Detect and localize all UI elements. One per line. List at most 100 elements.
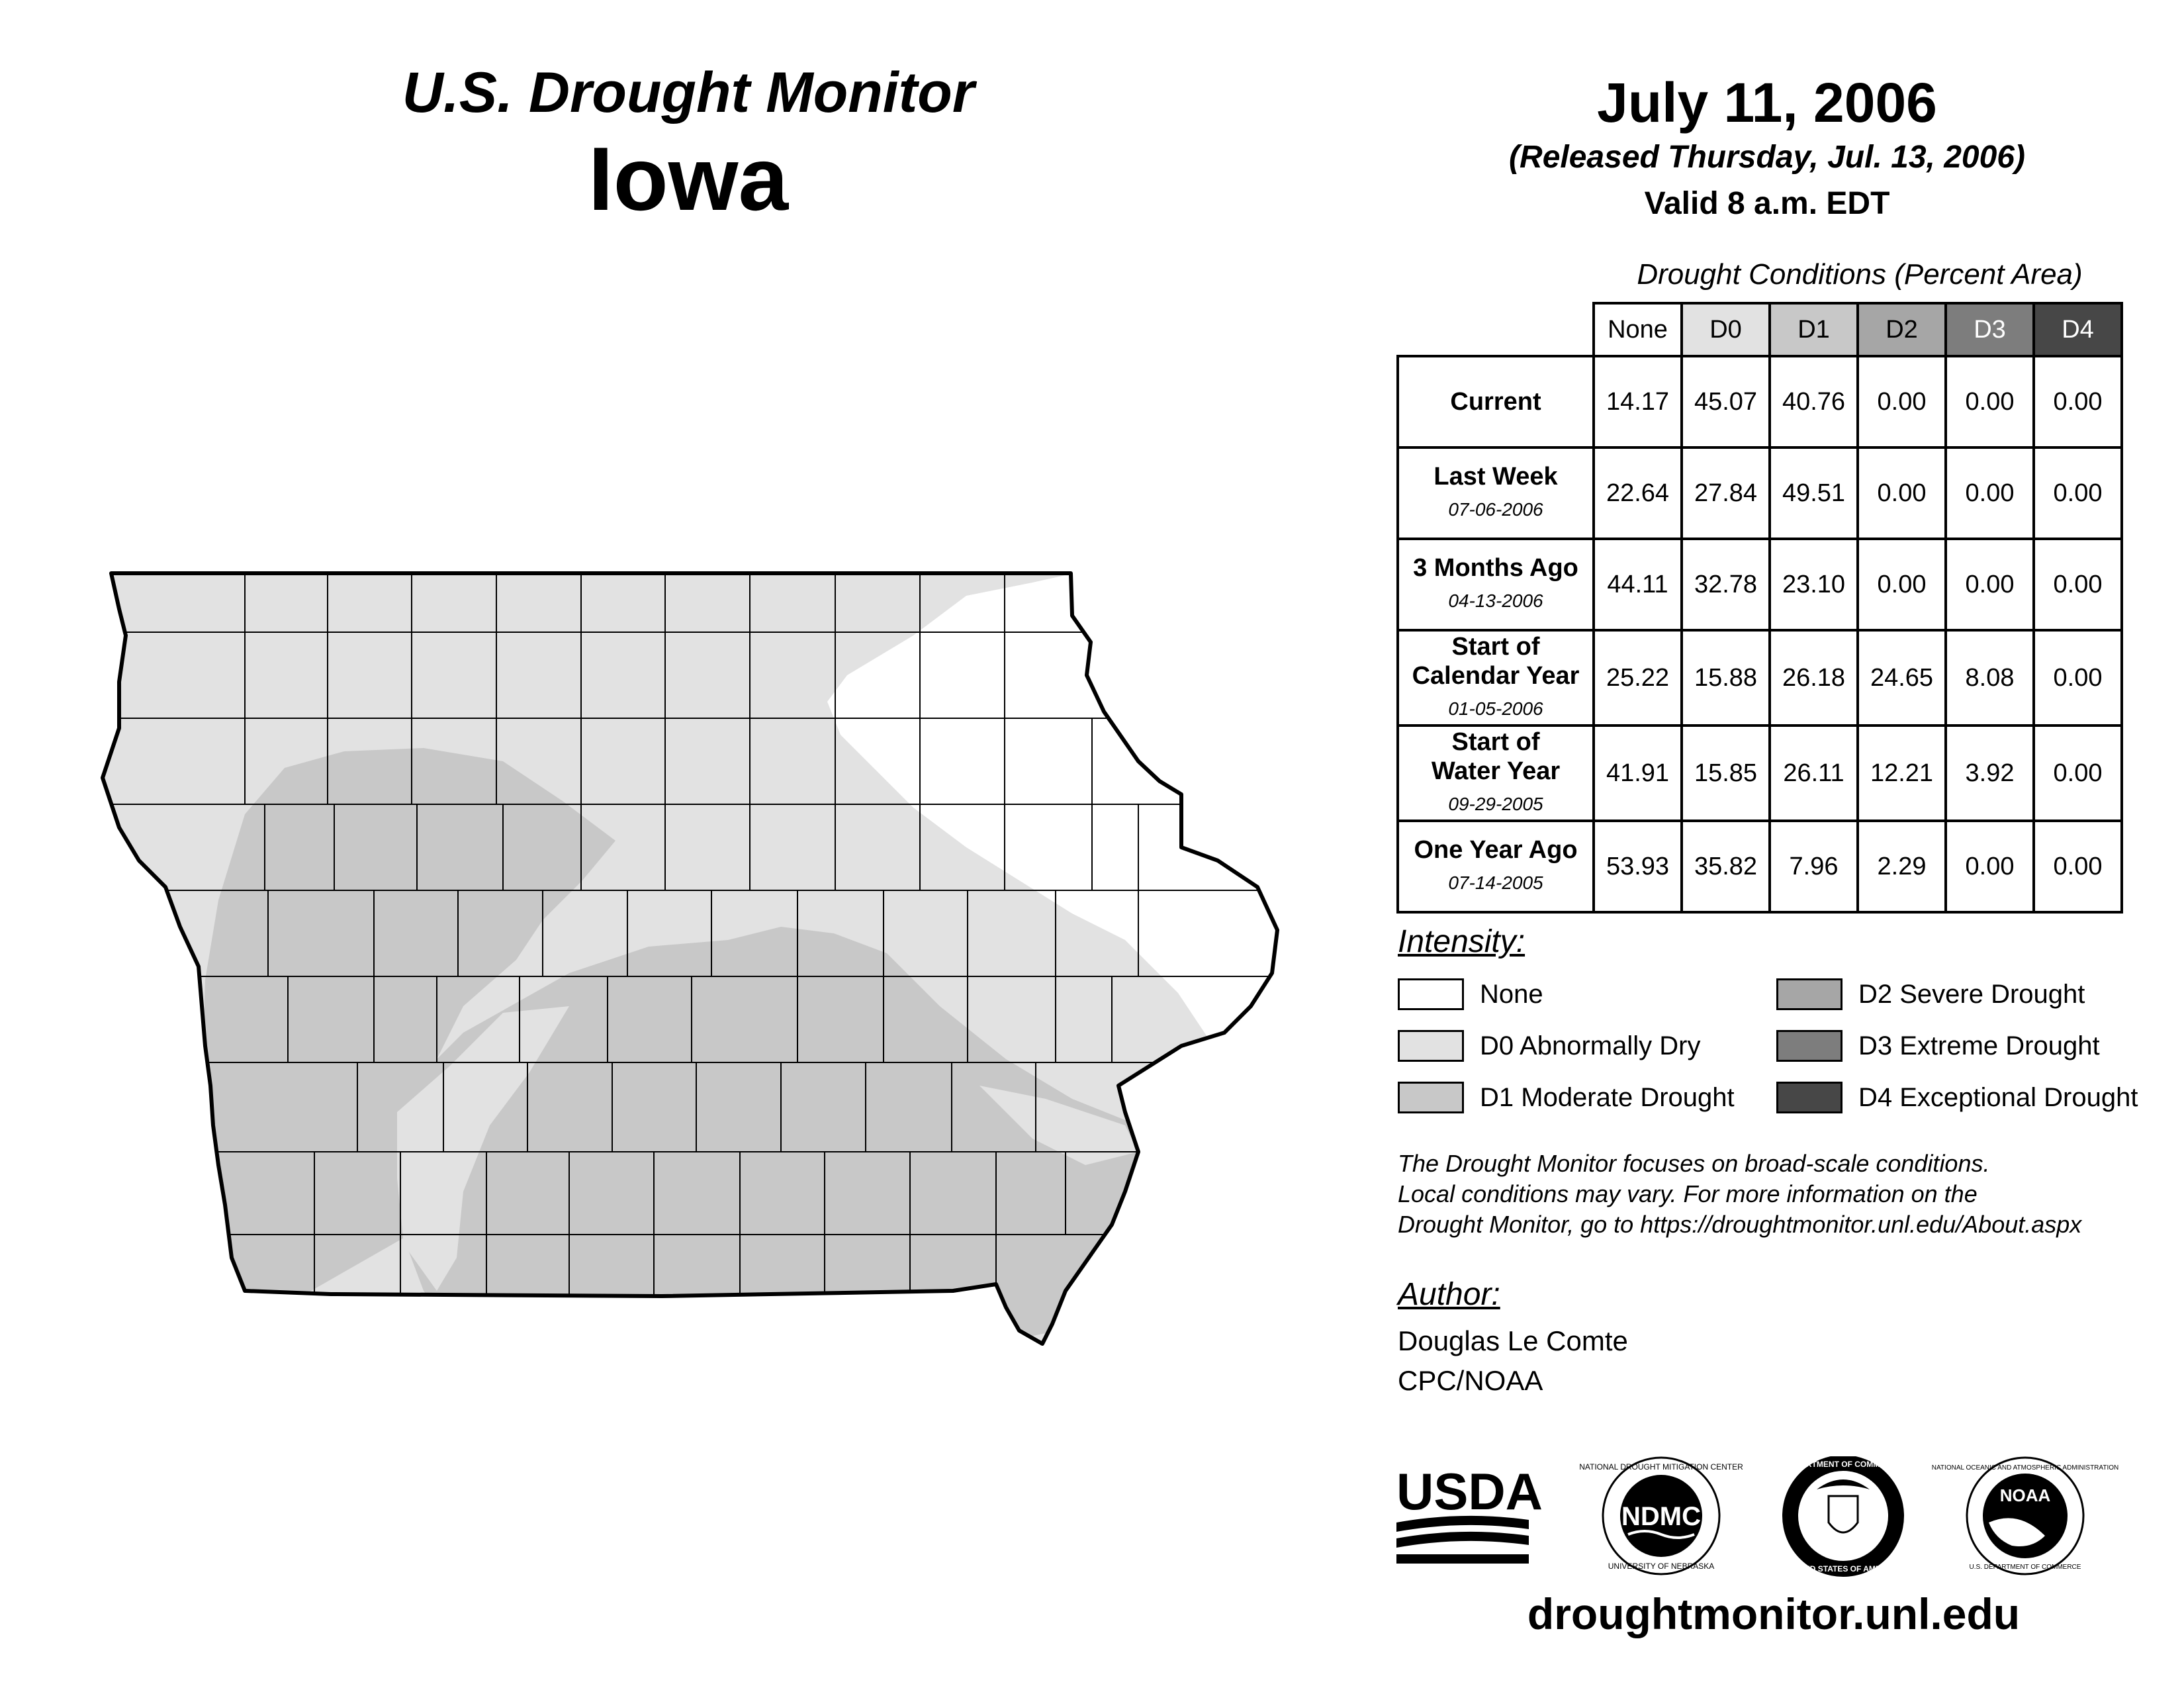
note-line: Local conditions may vary. For more info… (1398, 1180, 1978, 1207)
table-cell: 0.00 (1944, 355, 2035, 449)
legend-item-d2: D2 Severe Drought (1776, 976, 2085, 1013)
table-cell: 14.17 (1592, 355, 1683, 449)
doc-ring-bottom: UNITED STATES OF AMERICA (1786, 1564, 1901, 1573)
legend-item-d3: D3 Extreme Drought (1776, 1027, 2100, 1064)
table-cell: 0.00 (1856, 355, 1947, 449)
table-cell: 0.00 (1944, 820, 2035, 914)
table-cell: 0.00 (1856, 538, 1947, 632)
row-label: Start of Water Year 09-29-2005 (1396, 724, 1595, 822)
note-line: Drought Monitor, go to https://droughtmo… (1398, 1211, 2082, 1238)
table-cell: 7.96 (1768, 820, 1859, 914)
table-cell: 0.00 (1944, 538, 2035, 632)
table-cell: 15.85 (1680, 724, 1771, 822)
table-cell: 45.07 (1680, 355, 1771, 449)
row-label-text: Water Year (1431, 757, 1561, 785)
table-cell: 53.93 (1592, 820, 1683, 914)
legend-item-none: None (1398, 976, 1543, 1013)
table-cell: 0.00 (2032, 355, 2123, 449)
table-cell: 0.00 (2032, 724, 2123, 822)
ndmc-ring-top: NATIONAL DROUGHT MITIGATION CENTER (1579, 1462, 1743, 1472)
table-cell: 26.18 (1768, 629, 1859, 727)
row-label: Start of Calendar Year 01-05-2006 (1396, 629, 1595, 727)
legend-swatch (1776, 978, 1843, 1010)
table-cell: 35.82 (1680, 820, 1771, 914)
map-title-block: U.S. Drought Monitor Iowa (371, 60, 1006, 232)
table-cell: 15.88 (1680, 629, 1771, 727)
table-cell: 0.00 (1944, 446, 2035, 540)
row-label-text: Start of (1451, 728, 1540, 756)
row-label-text: Start of (1451, 633, 1540, 661)
table-cell: 24.65 (1856, 629, 1947, 727)
column-header: D3 (1944, 302, 2035, 357)
release-date: (Released Thursday, Jul. 13, 2006) (1509, 140, 2025, 175)
table-cell: 32.78 (1680, 538, 1771, 632)
column-header: D0 (1680, 302, 1771, 357)
legend-item-d0: D0 Abnormally Dry (1398, 1027, 1700, 1064)
table-cell: 0.00 (2032, 446, 2123, 540)
row-label-text: Current (1450, 388, 1541, 416)
legend-swatch (1776, 1082, 1843, 1113)
row-label-text: One Year Ago (1414, 836, 1578, 864)
noaa-ring-top: NATIONAL OCEANIC AND ATMOSPHERIC ADMINIS… (1932, 1464, 2118, 1472)
legend-label: D3 Extreme Drought (1858, 1031, 2100, 1060)
author-title: Author: (1398, 1277, 1500, 1312)
footer-url[interactable]: droughtmonitor.unl.edu (1527, 1589, 2021, 1638)
usda-logo-text: USDA (1396, 1462, 1543, 1521)
row-date: 07-06-2006 (1448, 499, 1543, 520)
agency-logos: USDA NDMC NATIONAL DROUGHT MITIGATION CE… (1396, 1456, 2118, 1577)
row-label: 3 Months Ago 04-13-2006 (1396, 538, 1595, 632)
column-header: D1 (1768, 302, 1859, 357)
d0-area-southeast (979, 1086, 1138, 1165)
legend-label: D1 Moderate Drought (1480, 1082, 1735, 1112)
table-cell: 12.21 (1856, 724, 1947, 822)
row-label: One Year Ago 07-14-2005 (1396, 820, 1595, 914)
row-date: 04-13-2006 (1448, 590, 1543, 611)
note-line: The Drought Monitor focuses on broad-sca… (1398, 1150, 1990, 1177)
table-row: One Year Ago 07-14-2005 53.93 35.82 7.96… (1396, 820, 2123, 914)
table-cell: 25.22 (1592, 629, 1683, 727)
column-header: None (1592, 302, 1683, 357)
table-cell: 23.10 (1768, 538, 1859, 632)
map-date: July 11, 2006 (1597, 71, 1937, 134)
drought-conditions-table: None D0 D1 D2 D3 D4 Current 14.17 45.07 … (1396, 302, 2123, 914)
table-cell: 8.08 (1944, 629, 2035, 727)
iowa-state-outline (101, 571, 1279, 1346)
table-row: Start of Calendar Year 01-05-2006 25.22 … (1396, 629, 2123, 727)
ndmc-logo-text: NDMC (1621, 1502, 1701, 1531)
d0-area-southwest (397, 1006, 569, 1291)
table-cell: 22.64 (1592, 446, 1683, 540)
usda-logo: USDA (1396, 1462, 1543, 1564)
ndmc-ring-bottom: UNIVERSITY OF NEBRASKA (1608, 1562, 1714, 1571)
map-subtitle: U.S. Drought Monitor (402, 61, 975, 124)
table-row: Start of Water Year 09-29-2005 41.91 15.… (1396, 724, 2123, 822)
row-date: 09-29-2005 (1448, 794, 1543, 814)
table-cell: 2.29 (1856, 820, 1947, 914)
table-cell: 3.92 (1944, 724, 2035, 822)
column-header: D4 (2032, 302, 2123, 357)
legend-label: D0 Abnormally Dry (1480, 1031, 1701, 1060)
disclaimer-note: The Drought Monitor focuses on broad-sca… (1398, 1149, 2179, 1240)
legend-label: None (1480, 979, 1543, 1009)
table-row: Current 14.17 45.07 40.76 0.00 0.00 0.00 (1396, 355, 2123, 449)
noaa-logo-text: NOAA (2000, 1485, 2051, 1505)
table-cell: 0.00 (2032, 629, 2123, 727)
table-cell: 40.76 (1768, 355, 1859, 449)
doc-ring-top: DEPARTMENT OF COMMERCE (1784, 1460, 1901, 1469)
table-caption: Drought Conditions (Percent Area) (1637, 258, 2083, 291)
legend-item-d1: D1 Moderate Drought (1398, 1079, 1735, 1116)
legend-swatch (1398, 1082, 1464, 1113)
noaa-logo: NOAA NATIONAL OCEANIC AND ATMOSPHERIC AD… (1932, 1456, 2118, 1575)
legend-swatch (1776, 1030, 1843, 1062)
table-corner (1398, 303, 1595, 357)
row-date: 07-14-2005 (1448, 872, 1543, 893)
author-name: Douglas Le Comte (1398, 1325, 1628, 1356)
valid-time: Valid 8 a.m. EDT (1644, 186, 1890, 221)
table-row: Last Week 07-06-2006 22.64 27.84 49.51 0… (1396, 446, 2123, 540)
ndmc-logo: NDMC NATIONAL DROUGHT MITIGATION CENTER … (1579, 1456, 1743, 1575)
no-drought-area (827, 573, 1277, 1072)
noaa-ring-bottom: U.S. DEPARTMENT OF COMMERCE (1970, 1564, 2081, 1571)
table-cell: 0.00 (1856, 446, 1947, 540)
date-block: July 11, 2006 (Released Thursday, Jul. 1… (1416, 70, 2118, 228)
table-cell: 44.11 (1592, 538, 1683, 632)
row-label: Current (1396, 355, 1595, 449)
